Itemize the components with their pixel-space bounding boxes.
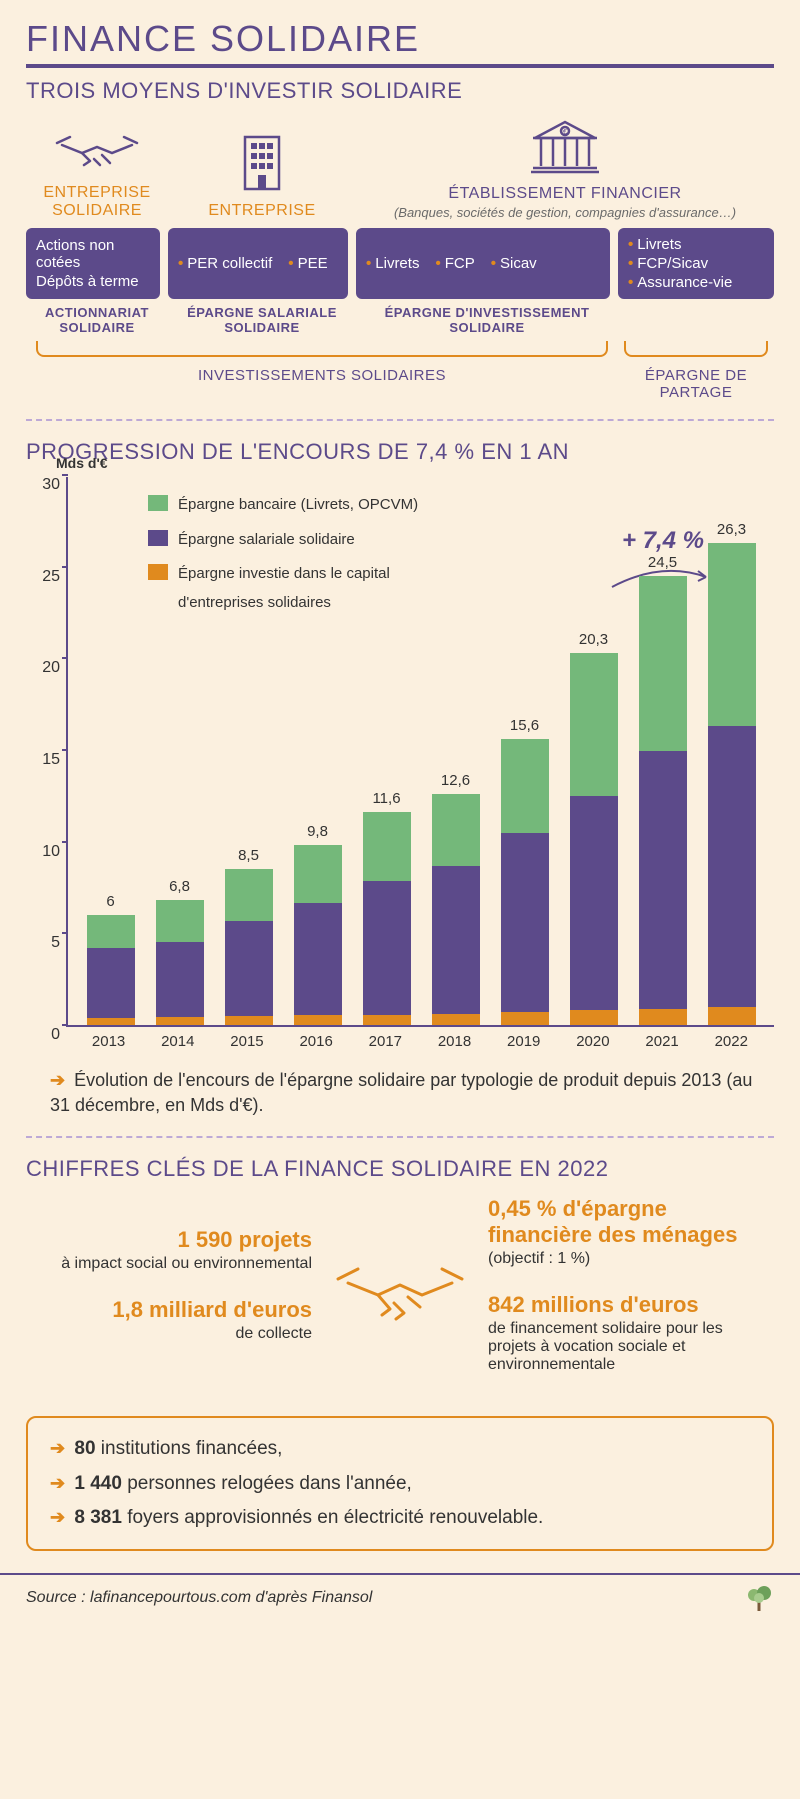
callout-t3: foyers approvisionnés en électricité ren… (127, 1507, 543, 1528)
bank-icon: € (525, 116, 605, 176)
main-title: FINANCE SOLIDAIRE (26, 18, 774, 68)
bar-group: 8,5 (225, 869, 273, 1025)
col3-sub: (Banques, sociétés de gestion, compagnie… (356, 205, 774, 220)
bar-total-label: 6,8 (156, 878, 204, 895)
bar-group: 20,3 (570, 653, 618, 1025)
kf-a-big: 1 590 projets (26, 1227, 312, 1253)
bar-group: 26,3 (708, 543, 756, 1025)
x-label: 2016 (292, 1033, 340, 1050)
kf-title: CHIFFRES CLÉS DE LA FINANCE SOLIDAIRE EN… (26, 1156, 774, 1182)
y-tick: 5 (30, 934, 60, 952)
col2-label: ENTREPRISE (168, 202, 356, 220)
chart-xaxis: 2013 2014 2015 2016 2017 2018 2019 2020 2021 2022 (66, 1027, 774, 1050)
col3-label: ÉTABLISSEMENT FINANCIER (356, 185, 774, 203)
box2-sub: ÉPARGNE SALARIALE SOLIDAIRE (168, 305, 356, 335)
section1-icons-row: ENTREPRISE SOLIDAIRE ENTREPRISE (26, 116, 774, 220)
bar-total-label: 15,6 (501, 717, 549, 734)
box3: •Livrets •FCP •Sicav (356, 228, 610, 299)
bar-group: 12,6 (432, 794, 480, 1025)
bar-total-label: 24,5 (639, 554, 687, 571)
x-label: 2019 (500, 1033, 548, 1050)
kf-d-sub: de financement solidaire pour les projet… (488, 1320, 768, 1374)
chart: Mds d'€ Épargne bancaire (Livrets, OPCVM… (66, 477, 774, 1050)
kf-c-sub: (objectif : 1 %) (488, 1250, 774, 1268)
bar-total-label: 9,8 (294, 823, 342, 840)
y-tick: 0 (30, 1026, 60, 1044)
x-label: 2018 (431, 1033, 479, 1050)
y-tick: 30 (30, 476, 60, 494)
arrow-icon: ➔ (50, 1070, 65, 1090)
x-label: 2014 (154, 1033, 202, 1050)
box3-i1: Livrets (375, 255, 419, 272)
box3-i3: Sicav (500, 255, 537, 272)
box4-i3: Assurance-vie (637, 274, 732, 291)
svg-text:€: € (563, 129, 567, 136)
handshake-icon (52, 125, 142, 175)
x-label: 2021 (638, 1033, 686, 1050)
kf-c-big: 0,45 % d'épargne financière des ménages (488, 1196, 748, 1248)
box2-i1: PER collectif (187, 255, 272, 272)
chart-ylabel: Mds d'€ (56, 455, 108, 471)
col1-label: ENTREPRISE SOLIDAIRE (26, 184, 168, 220)
kf-a-sub: à impact social ou environnemental (26, 1255, 312, 1273)
bar-group: 6,8 (156, 900, 204, 1025)
bar-group: 6 (87, 915, 135, 1025)
y-tick: 20 (30, 659, 60, 677)
x-label: 2017 (361, 1033, 409, 1050)
callout-n1: 80 (74, 1438, 95, 1459)
box2-i2: PEE (298, 255, 328, 272)
box1: Actions non cotées Dépôts à terme (26, 228, 160, 299)
bar-group: 11,6 (363, 812, 411, 1025)
box1-sub: ACTIONNARIAT SOLIDAIRE (26, 305, 168, 335)
bar-total-label: 8,5 (225, 847, 273, 864)
box1-l1: Actions non cotées (36, 237, 150, 271)
kf-b-big: 1,8 milliard d'euros (26, 1297, 312, 1323)
box3-sub: ÉPARGNE D'INVESTISSEMENT SOLIDAIRE (356, 305, 618, 335)
section1-title: TROIS MOYENS D'INVESTIR SOLIDAIRE (26, 78, 774, 104)
bar-total-label: 6 (87, 893, 135, 910)
box1-l2: Dépôts à terme (36, 273, 139, 290)
kf-b-sub: de collecte (26, 1325, 312, 1343)
building-icon (237, 133, 287, 193)
tree-icon (744, 1583, 774, 1613)
bar-total-label: 11,6 (363, 790, 411, 807)
bar-total-label: 26,3 (708, 521, 756, 538)
bar-group: 9,8 (294, 845, 342, 1025)
y-tick: 10 (30, 843, 60, 861)
x-label: 2013 (85, 1033, 133, 1050)
box4-i1: Livrets (637, 236, 681, 253)
bracket1: INVESTISSEMENTS SOLIDAIRES (26, 367, 618, 401)
y-tick: 25 (30, 568, 60, 586)
handshake-large-icon (330, 1245, 470, 1345)
callout-n2: 1 440 (74, 1473, 122, 1494)
chart-caption: ➔ Évolution de l'encours de l'épargne so… (50, 1068, 774, 1118)
x-label: 2015 (223, 1033, 271, 1050)
callout-n3: 8 381 (74, 1507, 122, 1528)
bar-group: 15,6 (501, 739, 549, 1025)
source-text: Source : lafinancepourtous.com d'après F… (26, 1589, 372, 1607)
box2: •PER collectif •PEE (168, 228, 348, 299)
kf-d-big: 842 millions d'euros (488, 1292, 774, 1318)
x-label: 2020 (569, 1033, 617, 1050)
callout-box: ➔ 80 institutions financées, ➔ 1 440 per… (26, 1416, 774, 1551)
bracket2: ÉPARGNE DE PARTAGE (618, 367, 774, 401)
bar-total-label: 12,6 (432, 772, 480, 789)
section1-boxes: Actions non cotées Dépôts à terme •PER c… (26, 228, 774, 299)
y-tick: 15 (30, 751, 60, 769)
kf-grid: 1 590 projets à impact social ou environ… (26, 1196, 774, 1398)
bar-total-label: 20,3 (570, 631, 618, 648)
bar-group: 24,5 (639, 576, 687, 1025)
chart-title: PROGRESSION DE L'ENCOURS DE 7,4 % EN 1 A… (26, 439, 774, 465)
callout-t1: institutions financées, (101, 1438, 283, 1459)
box3-i2: FCP (445, 255, 475, 272)
source-row: Source : lafinancepourtous.com d'après F… (0, 1573, 800, 1627)
callout-t2: personnes relogées dans l'année, (127, 1473, 412, 1494)
box4-i2: FCP/Sicav (637, 255, 708, 272)
x-label: 2022 (707, 1033, 755, 1050)
box4: •Livrets •FCP/Sicav •Assurance-vie (618, 228, 774, 299)
